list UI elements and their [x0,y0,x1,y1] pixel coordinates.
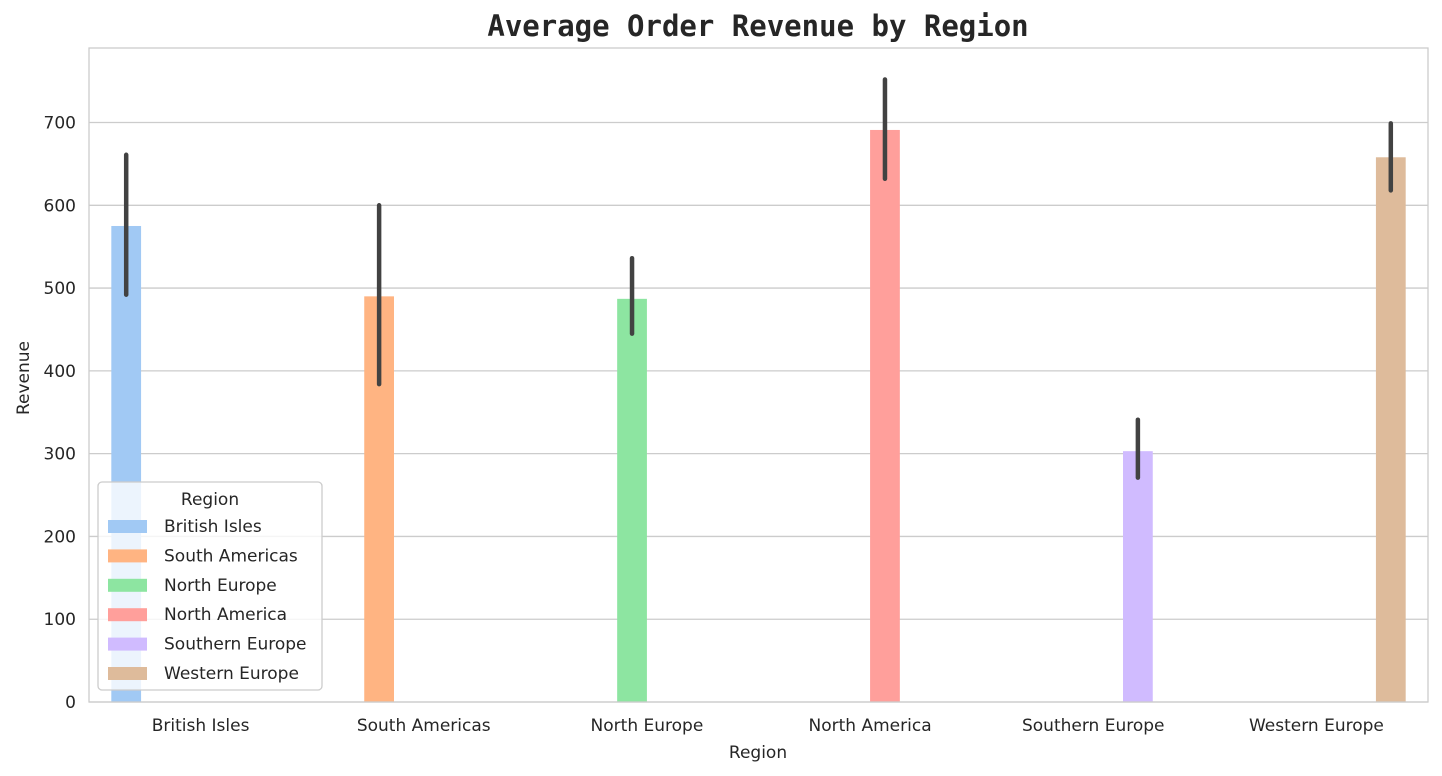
y-tick-label: 0 [65,693,76,713]
bar [617,298,647,702]
bar [870,129,900,702]
legend-swatch [108,578,147,592]
y-tick-label: 400 [44,362,76,382]
x-tick-label: South Americas [357,716,491,736]
legend-title: Region [181,490,239,510]
legend-entry: North America [164,605,287,625]
legend-swatch [108,637,147,651]
legend-frame [97,481,323,691]
x-tick-label: North Europe [591,716,704,736]
legend-entry: British Isles [164,517,262,537]
x-tick-label: Western Europe [1249,716,1384,736]
bar [1375,157,1406,703]
y-tick-label: 300 [44,445,76,465]
legend-swatch [108,520,147,533]
error-bars [123,77,1394,480]
chart-title: Average Order Revenue by Region [487,9,1028,43]
legend: Region British Isles South Americas North E… [97,481,323,691]
legend-swatch [108,667,147,680]
y-axis-label: Revenue [14,341,34,415]
y-tick-label: 600 [44,196,76,216]
bars [111,129,1406,703]
legend-entry: Western Europe [164,664,299,684]
y-tick-label: 500 [44,279,76,299]
x-tick-label: British Isles [152,716,250,736]
legend-entry: South Americas [164,546,298,566]
y-tick-label: 200 [44,527,76,547]
legend-swatch [108,549,147,563]
legend-entry: Southern Europe [164,635,307,655]
plot-frame [88,47,1429,703]
x-tick-label: North America [809,716,932,736]
y-tick-label: 100 [44,610,76,630]
bar [1123,451,1153,702]
x-axis-ticks: British Isles South Americas North Europe N… [152,716,1384,736]
x-axis-label: Region [729,743,787,763]
y-axis-ticks: 0 100 200 300 400 500 600 700 [44,114,76,713]
legend-entry: North Europe [164,576,277,596]
y-tick-label: 700 [44,114,76,134]
x-tick-label: Southern Europe [1022,716,1165,736]
legend-swatch [108,608,147,622]
